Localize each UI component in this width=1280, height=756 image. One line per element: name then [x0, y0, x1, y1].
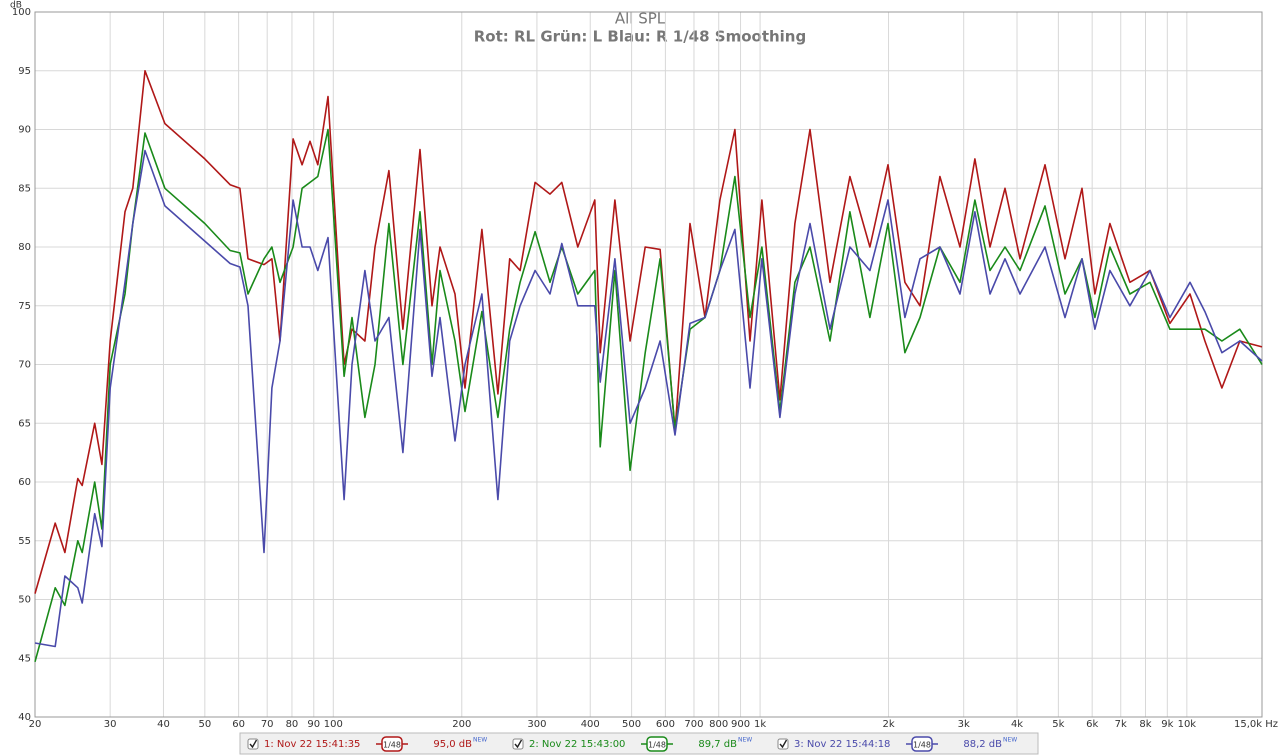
y-tick-label: 50: [18, 595, 31, 606]
x-tick-label: 90: [307, 719, 320, 730]
legend-smoothing: 1/48: [648, 741, 666, 750]
y-tick-label: 40: [18, 712, 31, 723]
x-tick-label: 6k: [1086, 719, 1098, 730]
y-tick-label: 90: [18, 125, 31, 136]
legend-bar: [239, 732, 1039, 755]
x-tick-label: 800: [709, 719, 728, 730]
series-line: [34, 149, 1263, 648]
y-tick-label: 75: [18, 301, 31, 312]
x-tick-label: 200: [452, 719, 471, 730]
x-tick-label: 900: [731, 719, 750, 730]
legend-label: 1: Nov 22 15:41:35: [264, 739, 360, 750]
legend-level: 89,7 dB: [698, 739, 737, 750]
x-tick-label: 700: [684, 719, 703, 730]
x-tick-label: 400: [581, 719, 600, 730]
legend-smoothing: 1/48: [913, 741, 931, 750]
legend-smoothing-box: [381, 736, 403, 752]
series-line: [34, 70, 1263, 594]
x-tick-label: 4k: [1011, 719, 1023, 730]
x-tick-label: 500: [622, 719, 641, 730]
y-tick-label: 70: [18, 360, 31, 371]
x-tick-label: 20: [29, 719, 42, 730]
x-tick-label: 30: [104, 719, 117, 730]
y-axis-label: dB: [10, 1, 22, 11]
x-tick-label: 300: [527, 719, 546, 730]
legend-smoothing: 1/48: [383, 741, 401, 750]
x-tick-label: 5k: [1052, 719, 1064, 730]
x-tick-label: 10k: [1178, 719, 1197, 730]
legend-checkmark: [779, 739, 788, 749]
legend-level: 88,2 dB: [963, 739, 1002, 750]
legend-checkmark: [514, 739, 523, 749]
x-tick-label: 2k: [882, 719, 894, 730]
chart-title: All SPL: [615, 10, 666, 28]
x-tick-label: 9k: [1161, 719, 1173, 730]
legend-badge: NEW: [473, 737, 487, 744]
x-tick-label: 15,0k Hz: [1234, 719, 1278, 730]
x-tick-label: 600: [656, 719, 675, 730]
x-tick-label: 1k: [754, 719, 766, 730]
x-tick-label: 50: [198, 719, 211, 730]
legend-level: 95,0 dB: [433, 739, 472, 750]
chart-subtitle: Rot: RL Grün: L Blau: R 1/48 Smoothing: [474, 28, 806, 46]
legend-smoothing-box: [646, 736, 668, 752]
y-tick-label: 60: [18, 477, 31, 488]
legend-checkmark: [249, 739, 258, 749]
legend-badge: NEW: [738, 737, 752, 744]
y-tick-label: 100: [12, 7, 31, 18]
y-tick-label: 55: [18, 536, 31, 547]
legend-badge: NEW: [1003, 737, 1017, 744]
x-tick-label: 80: [286, 719, 299, 730]
y-tick-label: 80: [18, 242, 31, 253]
x-tick-label: 60: [232, 719, 245, 730]
x-tick-label: 7k: [1115, 719, 1127, 730]
legend-label: 2: Nov 22 15:43:00: [529, 739, 625, 750]
y-tick-label: 95: [18, 66, 31, 77]
x-tick-label: 70: [261, 719, 274, 730]
y-tick-label: 65: [18, 418, 31, 429]
series-line: [34, 128, 1263, 663]
x-tick-label: 8k: [1139, 719, 1151, 730]
y-tick-label: 45: [18, 653, 31, 664]
x-tick-label: 100: [324, 719, 343, 730]
x-tick-label: 40: [157, 719, 170, 730]
y-tick-label: 85: [18, 183, 31, 194]
legend-smoothing-box: [911, 736, 933, 752]
x-tick-label: 3k: [958, 719, 970, 730]
legend-label: 3: Nov 22 15:44:18: [794, 739, 890, 750]
